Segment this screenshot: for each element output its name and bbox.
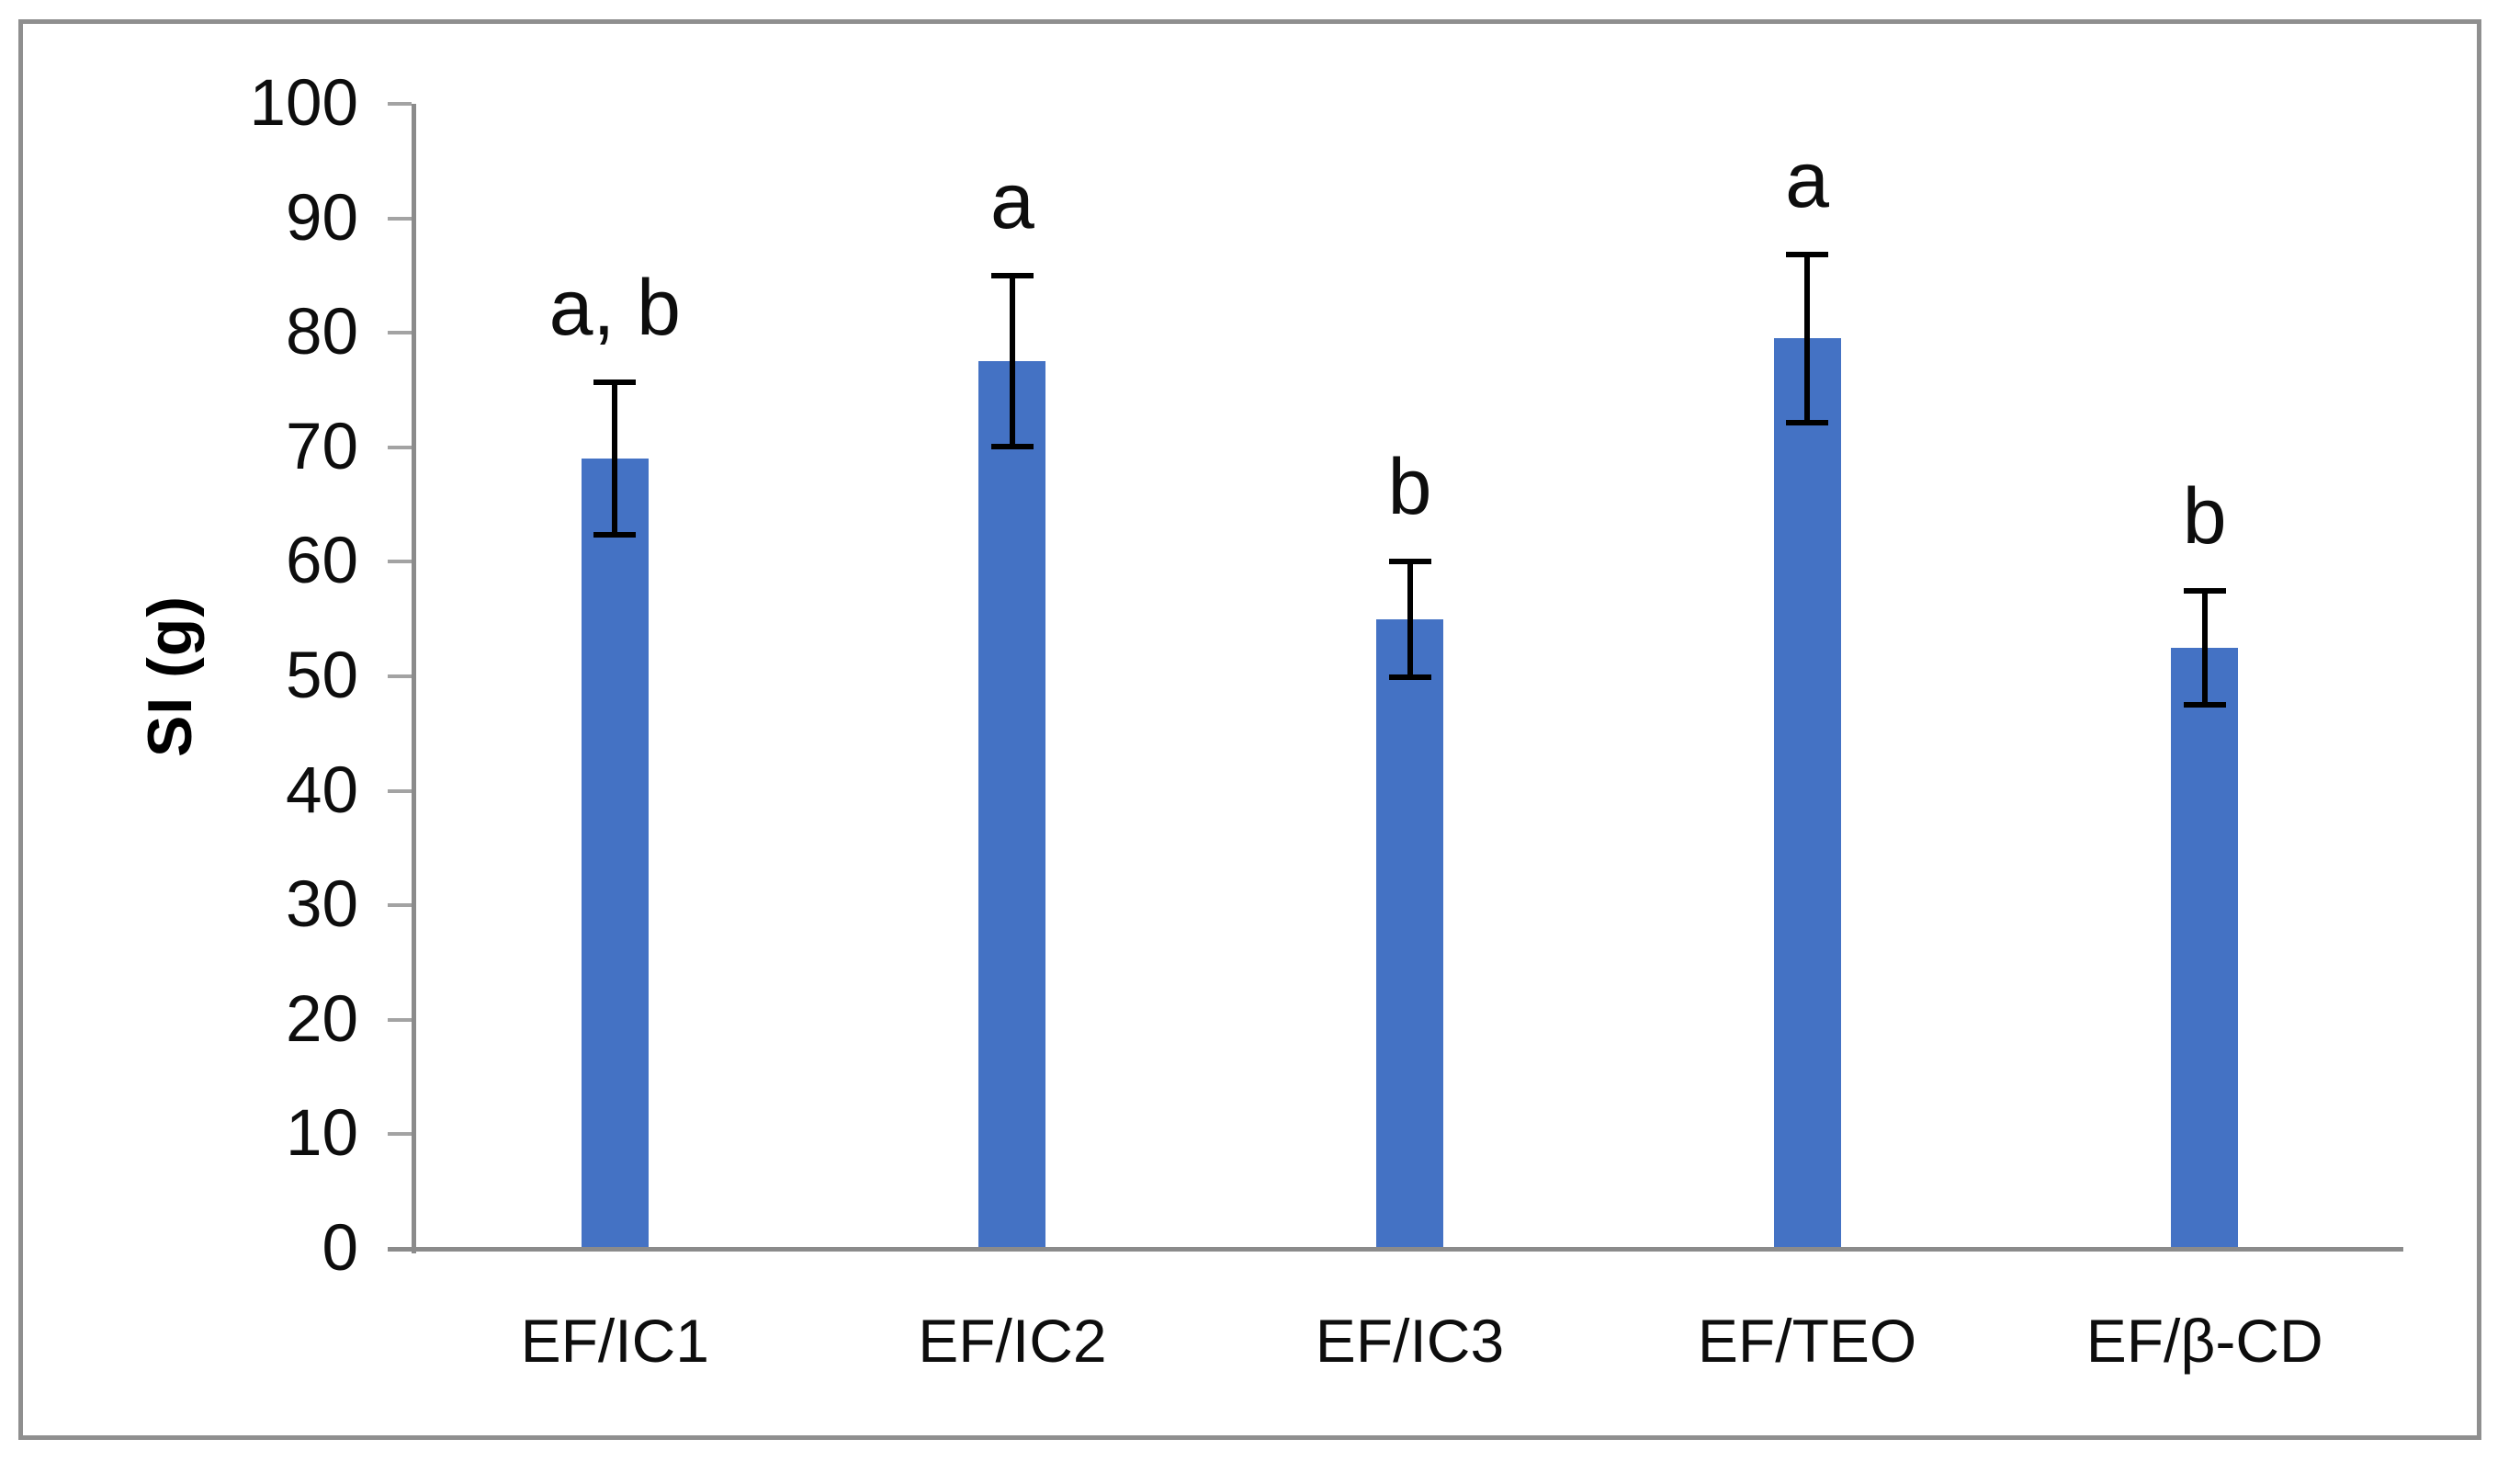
error-bar-line xyxy=(1804,251,1811,426)
significance-label: b xyxy=(1387,442,1432,531)
y-axis-tick xyxy=(388,560,412,564)
y-axis-tick-label: 60 xyxy=(286,525,358,598)
error-bar-cap-top xyxy=(593,380,637,386)
y-axis-tick-label: 50 xyxy=(286,640,358,712)
error-bar-cap-top xyxy=(1388,558,1431,564)
y-axis-tick xyxy=(388,674,412,678)
error-bar-line xyxy=(1009,273,1015,450)
error-bar-cap-bottom xyxy=(990,444,1034,450)
error-bar-cap-top xyxy=(1786,251,1829,257)
error-bar-cap-top xyxy=(2183,588,2226,595)
x-axis-category-label: EF/TEO xyxy=(1697,1307,1917,1375)
y-axis-tick-label: 20 xyxy=(286,982,358,1056)
error-bar-line xyxy=(2201,588,2208,708)
x-axis-category-label: EF/IC2 xyxy=(918,1307,1107,1375)
error-bar-cap-top xyxy=(990,273,1034,279)
significance-label: a xyxy=(989,157,1034,246)
y-axis-tick xyxy=(388,331,412,335)
y-axis-tick-label: 40 xyxy=(286,753,358,827)
y-axis-tick xyxy=(388,102,412,106)
y-axis-tick xyxy=(388,216,412,221)
error-bar-cap-bottom xyxy=(2183,701,2226,708)
y-axis-tick-label: 10 xyxy=(286,1097,358,1171)
x-axis-category-label: EF/IC1 xyxy=(520,1307,709,1375)
chart-border-frame xyxy=(18,19,2481,1440)
significance-label: a xyxy=(1785,135,1830,224)
y-axis-tick xyxy=(388,1132,412,1137)
significance-label: a, b xyxy=(548,264,682,353)
y-axis-tick-label: 70 xyxy=(286,410,358,483)
x-axis-category-label: EF/IC3 xyxy=(1315,1307,1505,1375)
error-bar-cap-bottom xyxy=(593,532,637,538)
error-bar-line xyxy=(1407,558,1413,680)
y-axis-tick-label: 30 xyxy=(286,868,358,942)
error-bar-cap-bottom xyxy=(1388,674,1431,680)
y-axis-tick xyxy=(388,1017,412,1022)
y-axis-line xyxy=(412,104,416,1253)
y-axis-tick-label: 100 xyxy=(249,67,358,140)
y-axis-tick xyxy=(388,788,412,793)
y-axis-tick-label: 0 xyxy=(322,1212,359,1285)
bar-EF/β-CD xyxy=(2171,647,2239,1247)
bar-EF/IC1 xyxy=(581,459,649,1247)
y-axis-tick-label: 80 xyxy=(286,296,358,369)
significance-label: b xyxy=(2182,472,2227,561)
x-axis-category-label: EF/β-CD xyxy=(2085,1307,2323,1375)
y-axis-tick xyxy=(388,445,412,449)
y-axis-tick-label: 90 xyxy=(286,181,358,255)
bar-EF/IC3 xyxy=(1376,618,1443,1247)
error-bar-line xyxy=(612,380,618,538)
error-bar-cap-bottom xyxy=(1786,420,1829,426)
bar-EF/TEO xyxy=(1773,338,1841,1247)
y-axis-tick xyxy=(388,903,412,908)
x-axis-line xyxy=(388,1247,2403,1252)
bar-EF/IC2 xyxy=(978,361,1046,1247)
